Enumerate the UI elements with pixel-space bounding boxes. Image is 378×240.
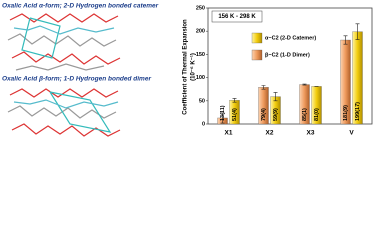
x-tick-label: X1 [225, 130, 233, 137]
value-label: 13(11) [220, 105, 226, 121]
y-tick-label: 250 [196, 5, 205, 11]
legend-swatch [251, 49, 263, 61]
error-bar [343, 35, 348, 45]
legend-swatch [251, 32, 263, 44]
value-label: 51(4) [232, 108, 238, 121]
value-label: 59(9) [273, 108, 279, 121]
y-axis-unit: (10⁻⁶ K⁻¹) [190, 53, 197, 81]
value-label: 199(17) [355, 102, 361, 121]
error-bar [220, 112, 225, 124]
alpha-structure [7, 13, 121, 71]
y-axis-title: Coefficient of Thermal Expansion [183, 19, 189, 115]
annotation: 156 K - 298 K [218, 14, 256, 20]
x-tick-label: X2 [266, 130, 274, 137]
y-tick-label: 150 [196, 52, 205, 58]
value-label: 85(1) [302, 108, 308, 121]
x-tick-label: X3 [307, 130, 315, 137]
plot-frame [207, 7, 373, 125]
panel-label: Oxalic Acid α-form; 2-D Hydrogen bonded … [2, 3, 159, 10]
error-bar [261, 85, 266, 90]
legend-label: α−C2 (2-D Catemer) [265, 35, 316, 41]
x-tick-label: V [349, 130, 354, 137]
panel-label: Oxalic Acid β-form; 1-D Hydrogen bonded … [2, 76, 151, 83]
error-bar [273, 92, 278, 102]
y-tick-label: 0 [202, 121, 205, 127]
legend-label: β−C2 (1-D Dimer) [265, 52, 310, 58]
beta-structure [7, 88, 121, 137]
error-bar [302, 83, 307, 86]
value-label: 181(9) [343, 105, 349, 121]
value-label: 79(4) [261, 108, 267, 121]
value-label: 81(0) [314, 108, 320, 121]
y-tick-label: 50 [199, 98, 205, 104]
figure: Oxalic Acid α-form; 2-D Hydrogen bonded … [2, 3, 373, 137]
error-bar [232, 98, 237, 103]
annotation-box [211, 10, 263, 23]
error-bar [355, 23, 360, 40]
y-tick-label: 200 [196, 29, 205, 35]
y-tick-label: 100 [196, 75, 205, 81]
chart: Coefficient of Thermal Expansion (10⁻⁶ K… [183, 19, 197, 115]
